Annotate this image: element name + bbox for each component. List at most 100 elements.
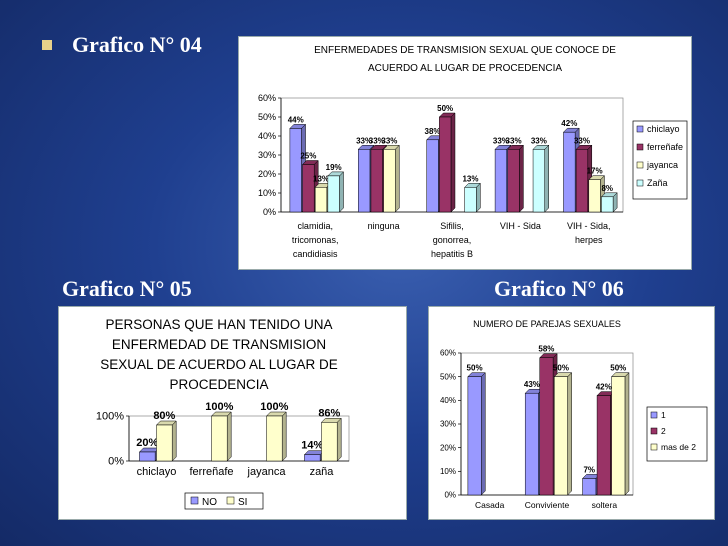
bar-SI-1	[210, 411, 232, 462]
data-label: 80%	[153, 410, 175, 422]
heading-grafico-05: Grafico N° 05	[62, 276, 192, 301]
bar-ferreñafe-3	[507, 144, 524, 213]
category-label: zaña	[310, 466, 335, 478]
bar-mas de 2-2	[610, 372, 630, 496]
category-label: candidiasis	[293, 249, 338, 259]
legend-swatch	[636, 143, 644, 151]
data-label: 13%	[462, 174, 478, 183]
data-label: 50%	[437, 104, 453, 113]
legend-label: chiclayo	[647, 124, 680, 134]
bar-Zaña-0	[327, 171, 345, 213]
category-label: tricomonas,	[292, 235, 339, 245]
legend-swatch	[650, 427, 658, 435]
chart-panel-05: PERSONAS QUE HAN TENIDO UNA ENFERMEDAD DE…	[58, 306, 407, 520]
chart-title-line: PROCEDENCIA	[169, 377, 268, 392]
category-label: Casada	[475, 500, 505, 510]
data-label: 58%	[538, 345, 554, 354]
category-label: VIH - Sida	[500, 221, 541, 231]
data-label: 7%	[583, 465, 595, 474]
legend-swatch	[650, 443, 658, 451]
legend-label: Zaña	[647, 178, 668, 188]
chart-06: NUMERO DE PAREJAS SEXUALES 0% 10% 20% 30% 40%…	[440, 319, 708, 510]
category-label: jayanca	[247, 466, 287, 478]
y-tick-label: 60%	[258, 93, 276, 103]
y-tick-label: 40%	[440, 396, 456, 405]
category-label: gonorrea,	[433, 235, 472, 245]
y-tick-label: 60%	[440, 349, 456, 358]
data-label: 33%	[356, 136, 372, 145]
category-label: Sifilis,	[440, 221, 464, 231]
category-label: VIH - Sida,	[567, 221, 611, 231]
heading-grafico-06: Grafico N° 06	[494, 276, 624, 301]
chart-05: PERSONAS QUE HAN TENIDO UNA ENFERMEDAD DE…	[96, 317, 350, 510]
data-label: 100%	[260, 401, 288, 413]
data-label: 14%	[301, 440, 323, 452]
data-label: 33%	[493, 136, 509, 145]
legend-label: mas de 2	[661, 442, 696, 452]
legend-label: 1	[661, 410, 666, 420]
data-label: 43%	[524, 380, 540, 389]
chart-title-line: PERSONAS QUE HAN TENIDO UNA	[105, 317, 332, 332]
y-tick-label: 100%	[96, 411, 124, 423]
data-label: 33%	[531, 136, 547, 145]
bullet-marker	[42, 40, 52, 50]
chart-title-line: SEXUAL DE ACUERDO AL LUGAR DE	[100, 357, 338, 372]
data-label: 50%	[610, 364, 626, 373]
category-label: hepatitis B	[431, 249, 473, 259]
data-label: 25%	[300, 152, 316, 161]
data-label: 100%	[205, 401, 233, 413]
legend-label: 2	[661, 426, 666, 436]
data-label: 19%	[326, 163, 342, 172]
category-label: Conviviente	[525, 500, 570, 510]
legend-label: NO	[202, 497, 217, 508]
bar-Zaña-2	[464, 182, 481, 213]
chart-title-line: ENFERMEDADES DE TRANSMISION SEXUAL QUE C…	[314, 45, 616, 56]
y-tick-label: 10%	[440, 467, 456, 476]
data-label: 13%	[313, 174, 329, 183]
bar-jayanca-1	[382, 144, 400, 213]
data-label: 20%	[136, 437, 158, 449]
data-label: 17%	[587, 167, 603, 176]
y-tick-label: 10%	[258, 188, 276, 198]
bar-SI-0	[155, 420, 177, 462]
category-label: chiclayo	[137, 466, 177, 478]
legend-box	[184, 492, 264, 510]
bar-Zaña-4	[600, 192, 618, 213]
heading-grafico-04: Grafico N° 04	[72, 32, 202, 57]
y-tick-label: 50%	[440, 372, 456, 381]
legend-swatch	[226, 496, 235, 505]
chart-title-line: ENFERMEDAD DE TRANSMISION	[112, 337, 326, 352]
legend-swatch	[636, 179, 644, 187]
data-label: 50%	[553, 364, 569, 373]
data-label: 33%	[574, 136, 590, 145]
y-tick-label: 40%	[258, 131, 276, 141]
y-tick-label: 0%	[444, 491, 456, 500]
legend-swatch	[636, 161, 644, 169]
y-tick-label: 0%	[263, 207, 276, 217]
y-tick-label: 0%	[108, 456, 124, 468]
data-label: 8%	[601, 184, 613, 193]
chart-title-line: ACUERDO AL LUGAR DE PROCEDENCIA	[368, 63, 562, 74]
y-tick-label: 20%	[258, 169, 276, 179]
chart-panel-06: NUMERO DE PAREJAS SEXUALES 0% 10% 20% 30% 40%…	[428, 306, 715, 520]
bar-NO-0	[138, 447, 160, 462]
legend-swatch	[636, 125, 644, 133]
bar-1-0	[467, 372, 486, 496]
data-label: 50%	[467, 364, 483, 373]
data-label: 42%	[561, 119, 577, 128]
data-label: 33%	[381, 136, 397, 145]
data-label: 38%	[425, 127, 441, 136]
y-tick-label: 50%	[258, 112, 276, 122]
y-tick-label: 30%	[440, 420, 456, 429]
legend-swatch	[190, 496, 199, 505]
category-label: soltera	[592, 500, 618, 510]
legend-label: ferreñafe	[647, 142, 683, 152]
category-label: clamidia,	[297, 221, 333, 231]
chart-title-line: NUMERO DE PAREJAS SEXUALES	[473, 319, 621, 329]
bar-mas de 2-1	[553, 372, 573, 496]
category-label: ferreñafe	[189, 466, 233, 478]
bar-SI-2	[265, 411, 287, 462]
bar-NO-3	[303, 450, 325, 462]
data-label: 86%	[318, 407, 340, 419]
data-label: 33%	[369, 136, 385, 145]
